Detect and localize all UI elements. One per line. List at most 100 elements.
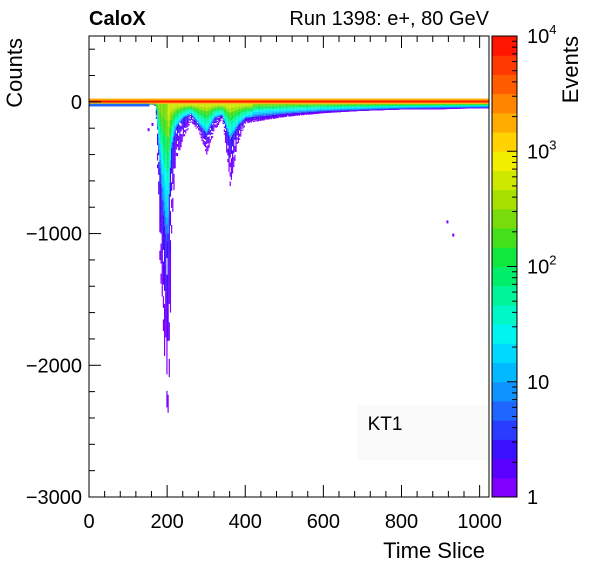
heatmap-bin (311, 106, 313, 108)
heatmap-bin (216, 117, 218, 119)
heatmap-bin (158, 168, 160, 175)
heatmap-bin (303, 104, 305, 106)
heatmap-bin (283, 111, 285, 113)
heatmap-bin (264, 118, 266, 120)
heatmap-bin (223, 133, 225, 135)
heatmap-bin (231, 115, 234, 120)
heatmap-bin (203, 120, 206, 124)
heatmap-bin (256, 105, 258, 108)
heatmap-bin (365, 108, 367, 110)
heatmap-bin (222, 120, 224, 122)
heatmap-bin (419, 108, 421, 110)
heatmap-bin (362, 103, 364, 105)
heatmap-bin (214, 117, 216, 119)
heatmap-bin (180, 105, 182, 109)
heatmap-bin (351, 107, 353, 109)
heatmap-bin (301, 107, 303, 109)
heatmap-bin (180, 116, 182, 119)
heatmap-bin (169, 127, 172, 136)
heatmap-bin (209, 117, 211, 121)
heatmap-bin (415, 104, 418, 106)
heatmap-bin (353, 104, 356, 106)
heatmap-bin (234, 130, 236, 134)
heatmap-bin (228, 115, 230, 120)
heatmap-bin (309, 111, 311, 113)
heatmap-bin (397, 107, 399, 109)
heatmap-bin (227, 110, 229, 115)
heatmap-bin (228, 123, 230, 128)
heatmap-bin (417, 107, 419, 109)
heatmap-bin (428, 104, 431, 106)
heatmap-bin (188, 115, 190, 118)
heatmap-bin (430, 107, 432, 109)
heatmap-bin (231, 111, 234, 116)
heatmap-bin (269, 115, 271, 117)
heatmap-bin (186, 109, 188, 112)
heatmap-bin (199, 128, 201, 130)
heatmap-bin (289, 110, 291, 113)
heatmap-bin (165, 168, 167, 185)
heatmap-bin (247, 108, 249, 111)
heatmap-bin (240, 110, 242, 114)
heatmap-bin (413, 106, 415, 108)
heatmap-bin (172, 113, 174, 119)
heatmap-bin (215, 108, 217, 111)
heatmap-bin (197, 118, 200, 122)
heatmap-bin (296, 114, 298, 116)
heatmap-bin (282, 116, 284, 118)
heatmap-bin (253, 110, 255, 112)
heatmap-bin (282, 112, 284, 114)
heatmap-bin (229, 121, 231, 126)
heatmap-bin (220, 109, 222, 112)
heatmap-bin (422, 104, 425, 106)
heatmap-bin (162, 145, 165, 160)
heatmap-bin (215, 115, 217, 118)
heatmap-bin (342, 106, 344, 108)
heatmap-bin (278, 107, 281, 110)
heatmap-bin (179, 127, 181, 131)
heatmap-bin (317, 105, 319, 107)
heatmap-bin (236, 133, 238, 136)
heatmap-bin (406, 103, 408, 105)
heatmap-bin (222, 103, 224, 106)
heatmap-bin (178, 106, 180, 109)
heatmap-bin (162, 215, 165, 227)
heatmap-bin (258, 111, 261, 114)
heatmap-bin (173, 152, 175, 158)
heatmap-bin (398, 106, 400, 108)
heatmap-bin (237, 114, 240, 118)
heatmap-bin (353, 106, 356, 108)
heatmap-bin (292, 106, 295, 108)
heatmap-bin (227, 141, 229, 146)
heatmap-bin (254, 119, 256, 121)
heatmap-bin (234, 127, 236, 131)
heatmap-bin (182, 120, 184, 123)
heatmap-bin (201, 130, 203, 132)
heatmap-bin (187, 110, 189, 113)
heatmap-bin (162, 273, 165, 285)
heatmap-bin (257, 119, 259, 121)
heatmap-bin (178, 144, 180, 148)
heatmap-bin (166, 138, 168, 156)
heatmap-bin (262, 117, 264, 119)
heatmap-bin (336, 107, 338, 109)
heatmap-bin (298, 111, 300, 113)
heatmap-bin (190, 105, 193, 107)
heatmap-bin (161, 103, 163, 116)
heatmap-bin (392, 104, 394, 106)
heatmap-bin (356, 109, 358, 111)
heatmap-bin (350, 104, 352, 106)
heatmap-bin (435, 104, 438, 106)
heatmap-bin (244, 119, 247, 121)
heatmap-bin (231, 169, 234, 174)
heatmap-bin (335, 111, 337, 113)
heatmap-bin (314, 104, 316, 106)
heatmap-bin (424, 105, 426, 107)
heatmap-bin (343, 103, 345, 105)
heatmap-bin (165, 248, 167, 264)
heatmap-bin (383, 108, 385, 110)
heatmap-bin (294, 108, 296, 110)
heatmap-bin (397, 104, 399, 106)
heatmap-bin (175, 103, 177, 107)
